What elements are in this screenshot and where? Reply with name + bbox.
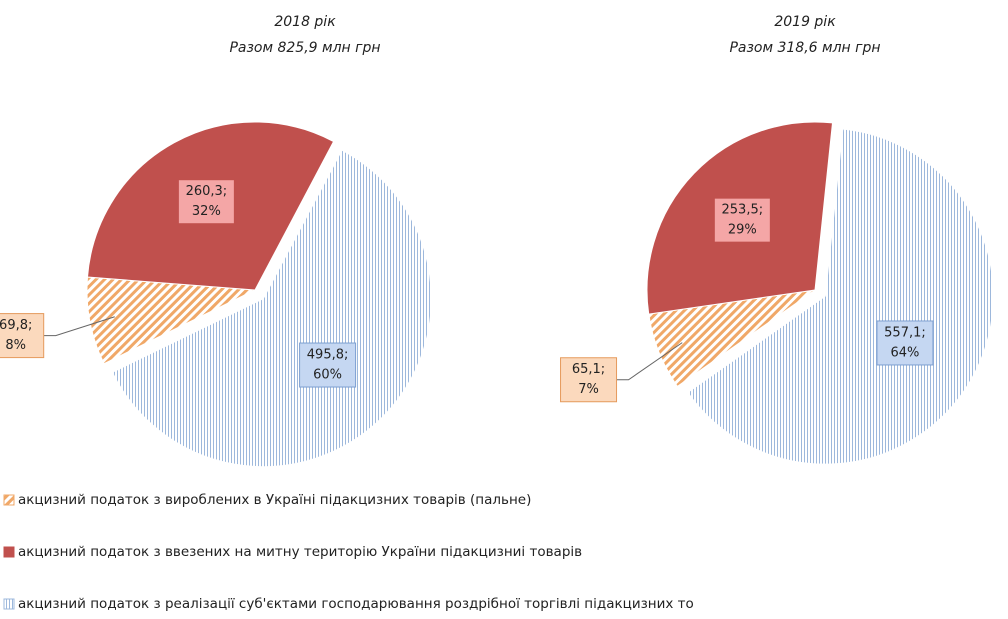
chart-subtitle: Разом 318,6 млн грн: [729, 40, 880, 56]
legend-swatch: [3, 598, 15, 610]
label-box: [0, 313, 45, 359]
label-box: [299, 342, 357, 388]
chart-subtitle: Разом 825,9 млн грн: [229, 40, 380, 56]
data-label-percent: 32%: [192, 204, 221, 219]
label-box: [713, 197, 771, 243]
data-label: 69,8;: [0, 318, 32, 333]
legend-label: акцизний податок з ввезених на митну тер…: [18, 544, 582, 560]
data-label: 557,1;: [884, 325, 926, 340]
pie-slice: [687, 128, 994, 465]
data-label-percent: 29%: [728, 223, 757, 238]
legend-swatch: [3, 546, 15, 558]
data-label: 253,5;: [722, 203, 764, 218]
label-box: [876, 320, 934, 366]
data-label-percent: 8%: [5, 338, 26, 353]
legend-label: акцизний податок з вироблених в Україні …: [18, 492, 531, 508]
leader-line: [43, 316, 115, 337]
chart-title: 2018 рік: [274, 14, 336, 30]
data-label-percent: 7%: [578, 382, 599, 397]
leader-line: [616, 342, 683, 381]
data-label-percent: 60%: [313, 368, 342, 383]
legend-label: акцизний податок з реалізації суб'єктами…: [18, 596, 694, 612]
data-label: 495,8;: [307, 348, 349, 363]
pie-slice: [86, 276, 257, 365]
data-label: 260,3;: [186, 184, 228, 199]
label-box: [177, 179, 235, 225]
data-label: 65,1;: [572, 362, 605, 377]
chart-title: 2019 рік: [774, 14, 836, 30]
data-label-percent: 64%: [891, 345, 920, 360]
label-box: [560, 357, 618, 403]
legend-swatch: [3, 494, 15, 506]
